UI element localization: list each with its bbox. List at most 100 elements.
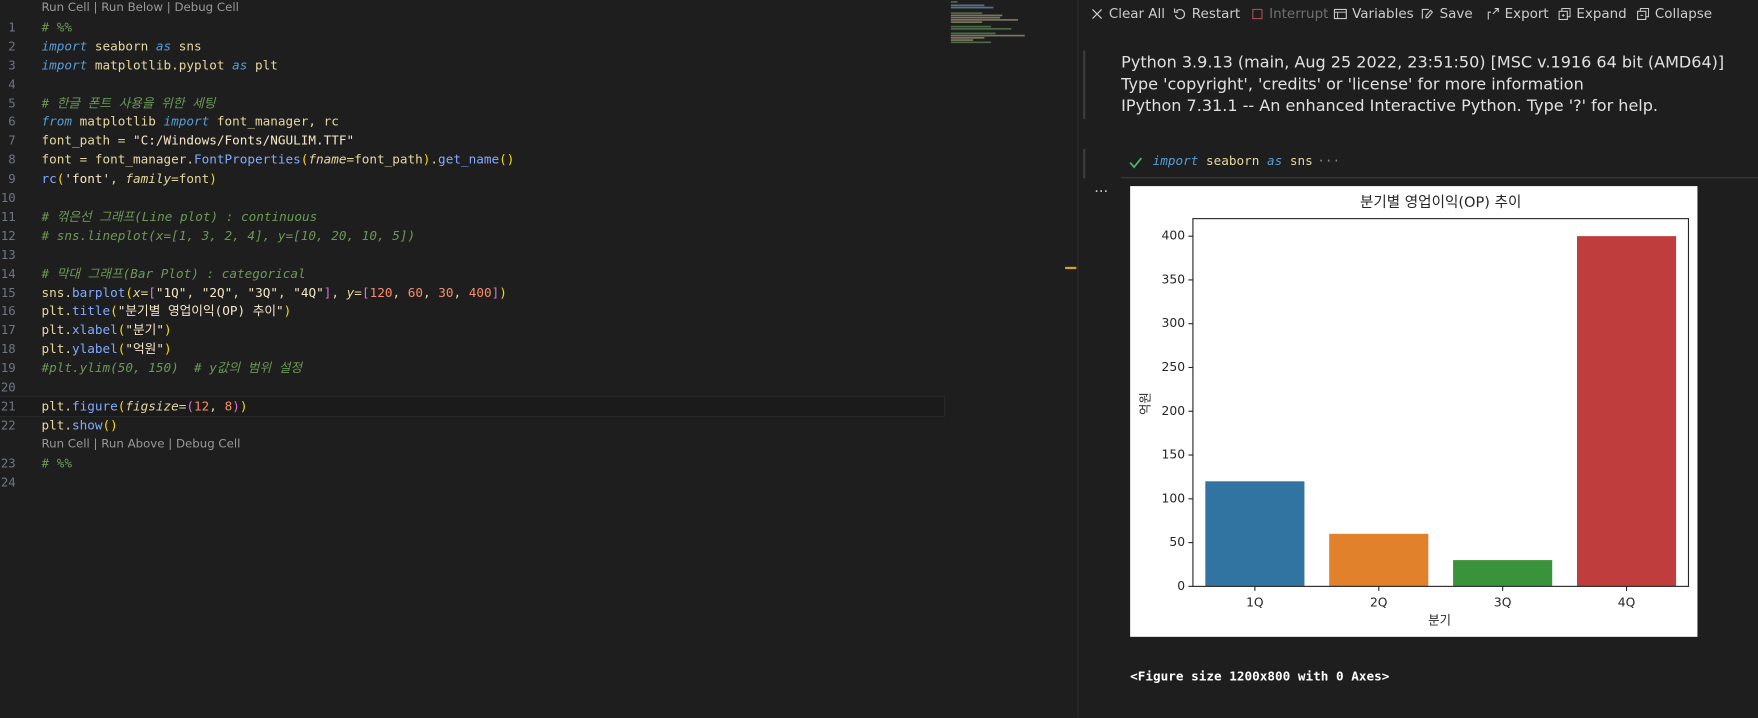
x-tick-label: 1Q — [1246, 596, 1264, 610]
code-line: 24 — [0, 473, 944, 492]
code-line: 17 plt.xlabel("분기") — [0, 321, 944, 340]
code-token: , — [422, 285, 439, 300]
line-number: 2 — [8, 39, 16, 54]
toolbar-button[interactable]: Collapse — [1636, 4, 1712, 22]
bar — [1576, 236, 1677, 587]
code-token: ( — [117, 323, 126, 338]
line-number: 22 — [0, 417, 16, 433]
codelens[interactable]: Run Cell | Run Above | Debug Cell — [41, 436, 241, 451]
code-token: family — [125, 171, 172, 187]
codelens[interactable]: Run Cell | Run Below | Debug Cell — [41, 1, 239, 15]
code-token: FontProperties — [193, 152, 301, 168]
code-token: ) — [283, 304, 292, 319]
y-tick-label: 0 — [1177, 579, 1185, 593]
line-number: 19 — [0, 361, 16, 376]
code-token: ) — [232, 399, 240, 414]
code-token: ( — [117, 342, 126, 357]
toolbar-button[interactable]: Restart — [1173, 4, 1240, 22]
x-tick-label: 4Q — [1618, 596, 1636, 610]
code-token: ] — [323, 285, 332, 300]
code-token: sns — [171, 39, 202, 54]
y-tick-label: 150 — [1162, 448, 1186, 462]
line-number: 21 — [0, 399, 16, 414]
code-token: ] — [491, 285, 500, 300]
code-token: as — [1266, 153, 1283, 169]
label: Expand — [1576, 5, 1627, 22]
line-number: 23 — [0, 455, 16, 471]
bar — [1453, 560, 1553, 587]
code-token: plt. — [41, 323, 73, 338]
code: plt.title("분기별 영업이익(OP) 추이") — [41, 302, 291, 321]
code-token: sns — [1282, 153, 1313, 169]
code: # sns.lineplot(x=[1, 3, 2, 4], y=[10, 20… — [41, 226, 415, 245]
code-line: 14 # 막대 그래프(Bar Plot) : categorical — [0, 264, 944, 283]
code-line: 6 from matplotlib import font_manager, rc — [0, 113, 944, 132]
code-token: # 한글 폰트 사용을 위한 세팅 — [41, 95, 216, 111]
code: # 한글 폰트 사용을 위한 세팅 — [41, 94, 215, 113]
code-token: , — [209, 399, 225, 414]
toolbar-button[interactable]: Save — [1421, 4, 1473, 22]
toolbar-button[interactable]: Variables — [1333, 4, 1414, 22]
code-token: show — [72, 417, 103, 433]
line-number: 24 — [0, 474, 16, 490]
banner-line: IPython 7.31.1 -- An enhanced Interactiv… — [1121, 97, 1659, 116]
banner-line: Python 3.9.13 (main, Aug 25 2022, 23:51:… — [1121, 53, 1725, 72]
code-token: ( — [186, 399, 195, 414]
code-token: from — [41, 114, 73, 130]
code-line: 15 sns.barplot(x=["1Q", "2Q", "3Q", "4Q"]… — [0, 283, 944, 302]
toolbar-button[interactable]: Expand — [1557, 4, 1627, 22]
code-token: () — [102, 417, 118, 433]
chart-title: 분기별 영업이익(OP) 추이 — [1360, 194, 1521, 211]
code-line: 7 font_path = "C:/Windows/Fonts/NGULIM.TT… — [0, 132, 944, 151]
code-token: seaborn — [87, 39, 156, 54]
code-token: plt. — [41, 399, 73, 414]
line-number: 1 — [8, 20, 16, 35]
code-token: #plt.ylim(50, 150) # y값의 범위 설정 — [41, 361, 303, 376]
output-menu[interactable]: ··· — [1094, 183, 1109, 201]
line-number: 16 — [0, 304, 16, 319]
code-line: 10 — [0, 188, 944, 207]
code-token: = — [140, 285, 149, 300]
code-token: =font_path — [346, 152, 423, 168]
code-token: , — [277, 285, 294, 300]
chart: 분기별 영업이익(OP) 추이 분기 억원 0 50 100 150 200 250 300… — [1130, 186, 1698, 637]
toolbar-button[interactable]: Export — [1486, 4, 1549, 22]
line-number: 18 — [0, 342, 16, 357]
code-token: # 꺾은선 그래프(Line plot) : continuous — [41, 209, 318, 225]
code-token: ( — [56, 171, 65, 187]
code: # %% — [41, 18, 72, 37]
figure-text: <Figure size 1200x800 with 0 Axes> — [1130, 669, 1390, 684]
cell-bar — [1083, 50, 1086, 119]
icon — [1173, 7, 1186, 19]
toolbar-button[interactable]: Interrupt — [1250, 4, 1328, 22]
cell-summary[interactable]: import seaborn as sns ··· — [1153, 154, 1341, 169]
code-token: "1Q" — [155, 285, 187, 300]
line-number: 4 — [8, 76, 16, 92]
code-line: 16 plt.title("분기별 영업이익(OP) 추이") — [0, 302, 944, 321]
line-number: 13 — [0, 247, 16, 263]
axes-frame — [1192, 218, 1690, 587]
cell-divider — [1121, 177, 1758, 179]
line-number: 14 — [0, 266, 16, 281]
code-token: figsize — [125, 399, 179, 414]
code-token: font_manager, rc — [209, 114, 339, 130]
code-token: ) — [163, 342, 172, 357]
code-token: , — [110, 171, 126, 187]
x-tick-label: 2Q — [1370, 596, 1388, 610]
code: plt.figure(figsize=(12, 8)) — [41, 397, 247, 416]
label: Restart — [1191, 5, 1241, 22]
code-token: sns. — [41, 285, 73, 300]
line-number: 5 — [8, 95, 16, 111]
line-number: 15 — [0, 285, 16, 300]
code-token: import — [1152, 153, 1199, 169]
toolbar-button[interactable]: Clear All — [1090, 4, 1165, 22]
y-tick-label: 200 — [1162, 404, 1186, 418]
code-token: ( — [110, 304, 118, 319]
code: # %% — [41, 454, 72, 473]
code-token: , — [331, 285, 347, 300]
code-line: 18 plt.ylabel("억원") — [0, 340, 944, 359]
code-token: y — [346, 285, 355, 300]
code-line: 5 # 한글 폰트 사용을 위한 세팅 — [0, 94, 944, 113]
icon — [1487, 7, 1499, 19]
